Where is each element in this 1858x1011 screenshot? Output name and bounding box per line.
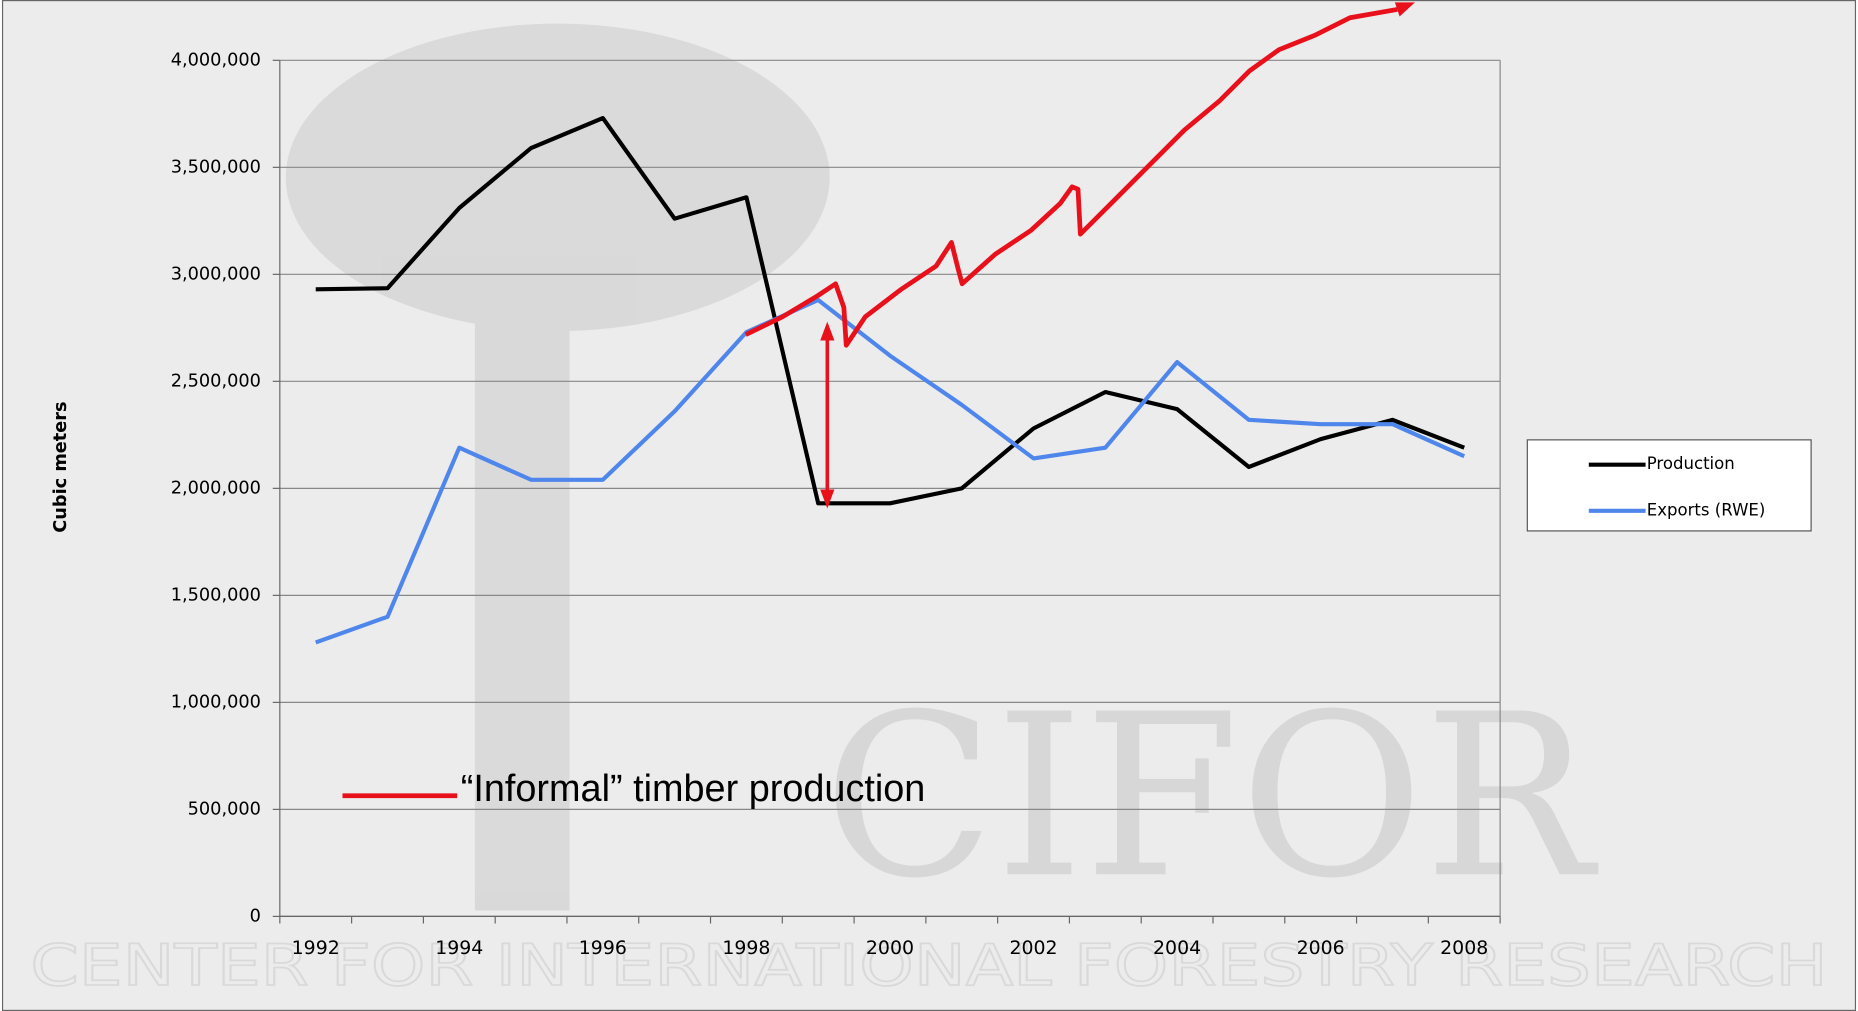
x-tick-label: 2008 — [1440, 937, 1488, 959]
legend: Production Exports (RWE) — [1527, 440, 1811, 531]
y-tick-label: 500,000 — [188, 799, 261, 819]
watermark-trunk — [475, 296, 570, 911]
x-tick-label: 2004 — [1153, 937, 1201, 959]
watermark-tree — [286, 24, 830, 331]
x-tick-label: 1992 — [292, 937, 340, 959]
chart: CIFOR CENTER FOR INTERNATIONAL FORESTRY … — [0, 0, 1858, 1011]
legend-label: Exports (RWE) — [1647, 500, 1766, 519]
legend-label: Production — [1647, 454, 1735, 473]
x-tick-label: 2002 — [1009, 937, 1057, 959]
annotation: “Informal” timber production — [461, 768, 926, 810]
x-tick-label: 1994 — [435, 937, 483, 959]
y-tick-label: 3,500,000 — [171, 157, 261, 177]
y-tick-label: 3,000,000 — [171, 264, 261, 284]
y-tick-label: 2,500,000 — [171, 371, 261, 391]
watermark-logo: CIFOR — [823, 665, 1599, 927]
y-tick-label: 0 — [250, 906, 261, 926]
y-tick-label: 1,500,000 — [171, 585, 261, 605]
y-tick-label: 1,000,000 — [171, 692, 261, 712]
x-tick-label: 2006 — [1297, 937, 1345, 959]
x-tick-label: 1998 — [722, 937, 770, 959]
x-tick-label: 1996 — [579, 937, 627, 959]
y-axis-label: Cubic meters — [51, 401, 71, 532]
y-tick-label: 2,000,000 — [171, 478, 261, 498]
x-tick-label: 2000 — [866, 937, 914, 959]
page: {"chart_data":{"type":"line","y_label":"… — [0, 0, 1858, 1011]
y-tick-label: 4,000,000 — [171, 50, 261, 70]
